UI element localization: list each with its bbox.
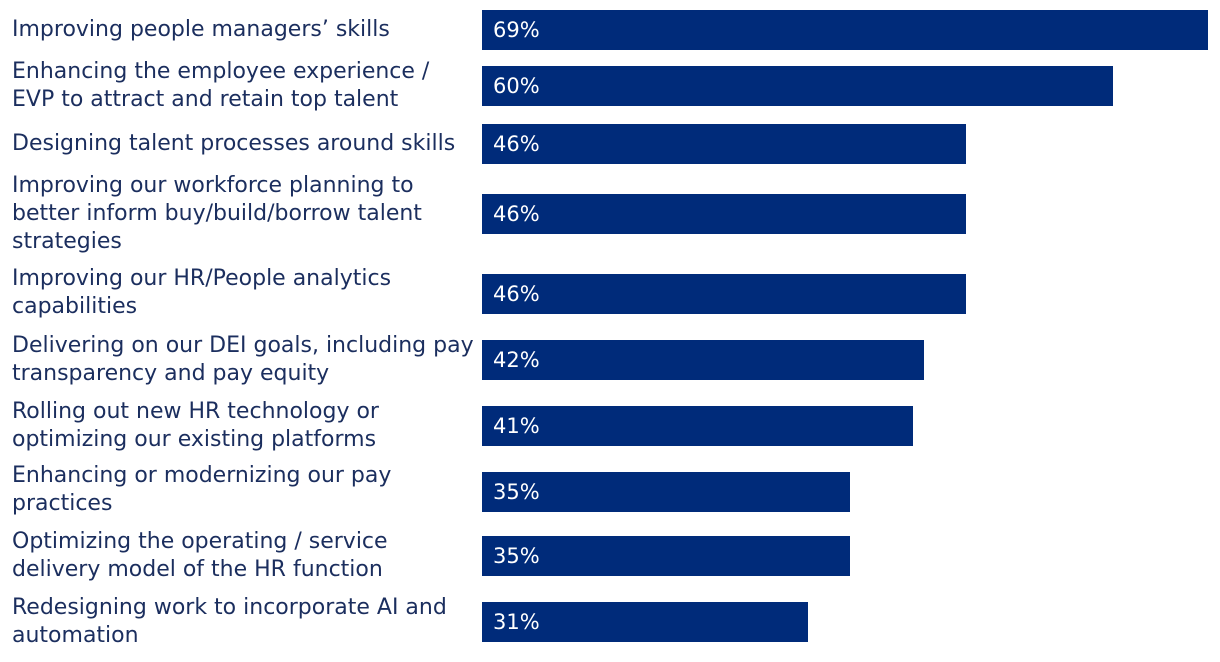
bar: 42%: [482, 340, 924, 380]
category-label: Improving our HR/People analytics capabi…: [12, 266, 392, 319]
bar-value-label: 46%: [493, 282, 540, 306]
category-label: Optimizing the operating / service deliv…: [12, 529, 388, 582]
bar-value-label: 60%: [493, 74, 540, 98]
category-label: Improving our workforce planning to bett…: [12, 173, 422, 254]
category-label: Delivering on our DEI goals, including p…: [12, 333, 474, 386]
bar-value-label: 69%: [493, 18, 540, 42]
bar: 46%: [482, 124, 966, 164]
bar: 60%: [482, 66, 1113, 106]
bar-value-label: 35%: [493, 480, 540, 504]
bar: 69%: [482, 10, 1208, 50]
bar: 35%: [482, 472, 850, 512]
bar: 31%: [482, 602, 808, 642]
bar-value-label: 42%: [493, 348, 540, 372]
bar-value-label: 46%: [493, 202, 540, 226]
category-label: Enhancing or modernizing our pay practic…: [12, 463, 392, 516]
category-label: Redesigning work to incorporate AI and a…: [12, 595, 447, 648]
category-label: Enhancing the employee experience / EVP …: [12, 59, 430, 112]
category-label: Designing talent processes around skills: [12, 131, 456, 156]
bar-value-label: 41%: [493, 414, 540, 438]
category-label: Improving people managers’ skills: [12, 17, 390, 42]
bar: 41%: [482, 406, 913, 446]
category-label: Rolling out new HR technology or optimiz…: [12, 399, 379, 452]
bar: 46%: [482, 274, 966, 314]
bar-value-label: 46%: [493, 132, 540, 156]
bar: 46%: [482, 194, 966, 234]
bar: 35%: [482, 536, 850, 576]
bar-value-label: 31%: [493, 610, 540, 634]
bar-value-label: 35%: [493, 544, 540, 568]
